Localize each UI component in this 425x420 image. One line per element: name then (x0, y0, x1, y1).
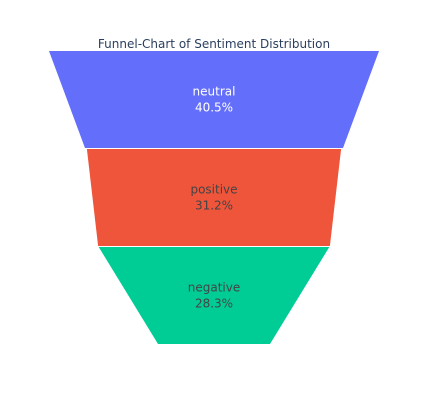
funnel-segments: neutral 40.5% positive 31.2% negative 28.3% (49, 51, 379, 344)
funnel-segment-positive[interactable] (86, 149, 342, 246)
segment-category-label: neutral (193, 85, 236, 99)
chart-title: Funnel-Chart of Sentiment Distribution (98, 37, 330, 51)
funnel-segment-negative[interactable] (98, 247, 330, 344)
segment-value-label: 40.5% (195, 101, 233, 115)
funnel-segment-neutral[interactable] (49, 51, 379, 148)
segment-value-label: 28.3% (195, 297, 233, 311)
segment-category-label: negative (188, 281, 240, 295)
segment-category-label: positive (190, 183, 237, 197)
segment-value-label: 31.2% (195, 199, 233, 213)
